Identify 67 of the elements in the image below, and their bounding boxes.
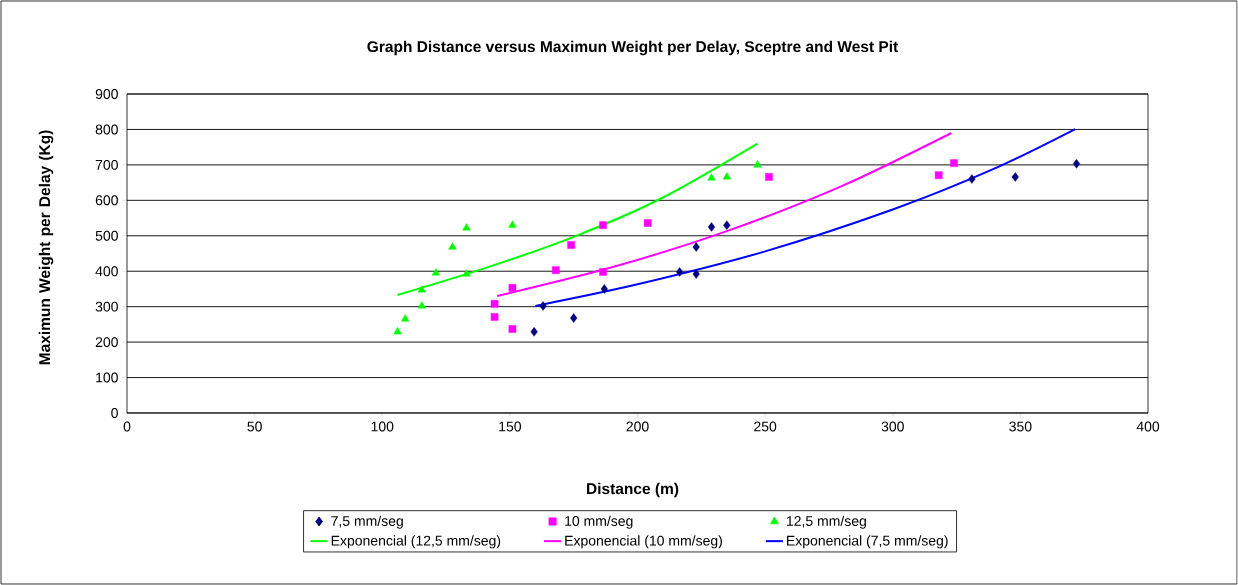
point: [508, 325, 517, 333]
point: [490, 300, 499, 308]
point: [676, 267, 684, 277]
point: [417, 285, 426, 293]
y-tick-label: 300: [95, 301, 118, 312]
chart-title: Graph Distance versus Maximun Weight per Delay, Sceptre and West Pit: [367, 40, 899, 56]
point: [753, 160, 762, 168]
y-tick-label: 400: [95, 266, 118, 277]
legend-label: 7,5 mm/seg: [331, 515, 403, 529]
line-series: [396, 142, 759, 296]
point: [692, 269, 700, 279]
legend-label: Exponencial (10 mm/seg): [565, 535, 722, 549]
point: [431, 268, 440, 276]
point: [722, 172, 731, 180]
point: [950, 159, 958, 167]
point: [765, 173, 773, 181]
x-tick-label: 150: [499, 421, 522, 432]
point: [692, 242, 700, 252]
point: [401, 314, 410, 322]
point: [417, 301, 426, 309]
x-tick-label: 200: [626, 421, 649, 432]
point: [707, 222, 716, 232]
y-tick-label: 900: [95, 89, 118, 99]
y-tick-label: 0: [111, 408, 118, 418]
point: [599, 221, 607, 229]
point: [934, 171, 943, 179]
y-axis-title: Maximun Weight per Delay (Kg): [38, 130, 54, 365]
y-tick-label: 200: [95, 337, 118, 348]
point: [508, 220, 517, 228]
point: [508, 284, 517, 292]
point: [1072, 159, 1081, 169]
point: [567, 241, 575, 249]
y-tick-label: 100: [96, 372, 118, 383]
point: [600, 284, 608, 294]
point: [968, 174, 976, 184]
legend-label: 12,5 mm/seg: [786, 515, 866, 529]
x-tick-label: 100: [371, 421, 394, 432]
point: [643, 219, 652, 227]
point: [723, 220, 731, 230]
line-series: [496, 131, 953, 298]
x-tick-label: 250: [754, 421, 777, 432]
point: [393, 327, 402, 335]
point: [462, 223, 471, 231]
point: [490, 313, 499, 321]
point: [462, 269, 471, 277]
point: [530, 327, 538, 337]
line-series: [534, 128, 1077, 307]
point: [552, 266, 560, 274]
point: [539, 301, 547, 311]
point: [448, 242, 457, 250]
legend-label: 10 mm/seg: [565, 515, 633, 529]
x-tick-label: 400: [1136, 421, 1160, 432]
x-tick-label: 0: [123, 421, 131, 432]
y-tick-label: 700: [95, 159, 118, 170]
legend-label: Exponencial (12,5 mm/seg): [331, 535, 501, 549]
legend-label: Exponencial (7,5 mm/seg): [787, 535, 948, 549]
y-tick-label: 600: [95, 195, 118, 206]
x-axis-title: Distance (m): [587, 482, 679, 498]
y-tick-label: 800: [95, 124, 118, 135]
y-tick-label: 500: [95, 230, 118, 241]
point: [570, 313, 578, 323]
x-tick-label: 350: [1009, 421, 1032, 432]
x-tick-label: 50: [247, 421, 262, 432]
point: [707, 173, 716, 181]
point: [599, 268, 607, 276]
point: [1011, 172, 1019, 182]
x-tick-label: 300: [881, 421, 904, 432]
